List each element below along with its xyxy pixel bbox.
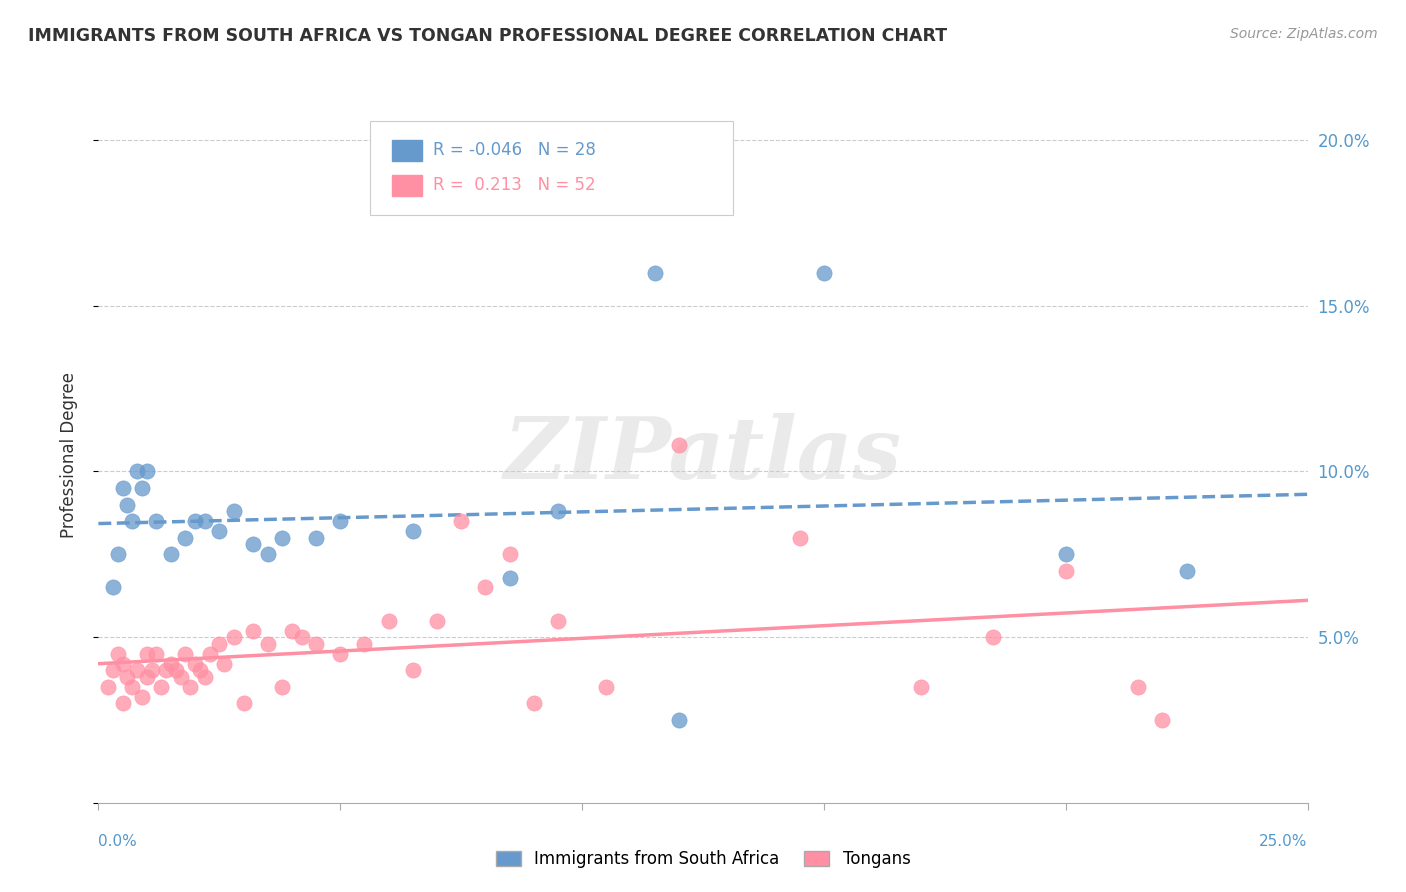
Point xyxy=(1054,564,1077,578)
Point xyxy=(222,630,245,644)
Point xyxy=(813,266,835,280)
Point xyxy=(179,680,201,694)
Point xyxy=(242,537,264,551)
Point xyxy=(1175,564,1198,578)
Point xyxy=(194,670,217,684)
Point xyxy=(402,663,425,677)
Point xyxy=(121,514,143,528)
Point xyxy=(212,657,235,671)
Point xyxy=(131,481,153,495)
Point xyxy=(353,637,375,651)
Point xyxy=(910,680,932,694)
Point xyxy=(174,647,197,661)
Point xyxy=(547,614,569,628)
Point xyxy=(595,680,617,694)
Point xyxy=(135,465,157,479)
Point xyxy=(188,663,211,677)
Point xyxy=(107,547,129,561)
Point xyxy=(222,504,245,518)
Point xyxy=(208,637,231,651)
Point xyxy=(127,663,149,677)
Point xyxy=(194,514,217,528)
Point xyxy=(107,647,129,661)
Point xyxy=(184,657,207,671)
Point xyxy=(377,614,399,628)
Point xyxy=(329,514,352,528)
Text: IMMIGRANTS FROM SOUTH AFRICA VS TONGAN PROFESSIONAL DEGREE CORRELATION CHART: IMMIGRANTS FROM SOUTH AFRICA VS TONGAN P… xyxy=(28,27,948,45)
Point xyxy=(523,697,546,711)
Point xyxy=(145,647,167,661)
Point xyxy=(160,657,183,671)
Text: 0.0%: 0.0% xyxy=(98,834,138,849)
Point xyxy=(789,531,811,545)
Point xyxy=(256,547,278,561)
Text: 25.0%: 25.0% xyxy=(1260,834,1308,849)
Point xyxy=(131,690,153,704)
Point xyxy=(450,514,472,528)
Point xyxy=(232,697,254,711)
Point xyxy=(426,614,449,628)
Point xyxy=(160,547,183,561)
Point xyxy=(981,630,1004,644)
Point xyxy=(117,498,139,512)
Point xyxy=(1152,713,1174,727)
Legend: Immigrants from South Africa, Tongans: Immigrants from South Africa, Tongans xyxy=(489,844,917,875)
Point xyxy=(121,680,143,694)
Text: R =  0.213   N = 52: R = 0.213 N = 52 xyxy=(433,176,596,194)
Point xyxy=(498,570,520,584)
Point xyxy=(498,547,520,561)
Point xyxy=(329,647,352,661)
Point xyxy=(165,663,187,677)
Text: Source: ZipAtlas.com: Source: ZipAtlas.com xyxy=(1230,27,1378,41)
Point xyxy=(305,531,328,545)
Point xyxy=(141,663,163,677)
Point xyxy=(111,697,134,711)
Point xyxy=(184,514,207,528)
Point xyxy=(101,663,124,677)
Point xyxy=(198,647,221,661)
Point xyxy=(271,531,294,545)
Point xyxy=(1128,680,1150,694)
Point xyxy=(668,438,690,452)
Point xyxy=(135,647,157,661)
Point xyxy=(111,657,134,671)
Point xyxy=(474,581,496,595)
Point xyxy=(169,670,191,684)
Point xyxy=(547,504,569,518)
Point xyxy=(208,524,231,538)
Point xyxy=(135,670,157,684)
Y-axis label: Professional Degree: Professional Degree xyxy=(59,372,77,538)
Point xyxy=(305,637,328,651)
Point xyxy=(271,680,294,694)
Point xyxy=(174,531,197,545)
Point xyxy=(1054,547,1077,561)
Bar xyxy=(392,140,422,161)
Point xyxy=(668,713,690,727)
Text: ZIPatlas: ZIPatlas xyxy=(503,413,903,497)
Point xyxy=(290,630,312,644)
Point xyxy=(101,581,124,595)
Point xyxy=(155,663,177,677)
Point xyxy=(97,680,120,694)
Text: R = -0.046   N = 28: R = -0.046 N = 28 xyxy=(433,141,596,159)
Point xyxy=(145,514,167,528)
Point xyxy=(242,624,264,638)
Point xyxy=(117,670,139,684)
Point xyxy=(644,266,666,280)
Point xyxy=(281,624,304,638)
Point xyxy=(111,481,134,495)
FancyBboxPatch shape xyxy=(371,121,734,215)
Point xyxy=(256,637,278,651)
Point xyxy=(150,680,173,694)
Point xyxy=(402,524,425,538)
Point xyxy=(127,465,149,479)
Bar xyxy=(392,175,422,196)
